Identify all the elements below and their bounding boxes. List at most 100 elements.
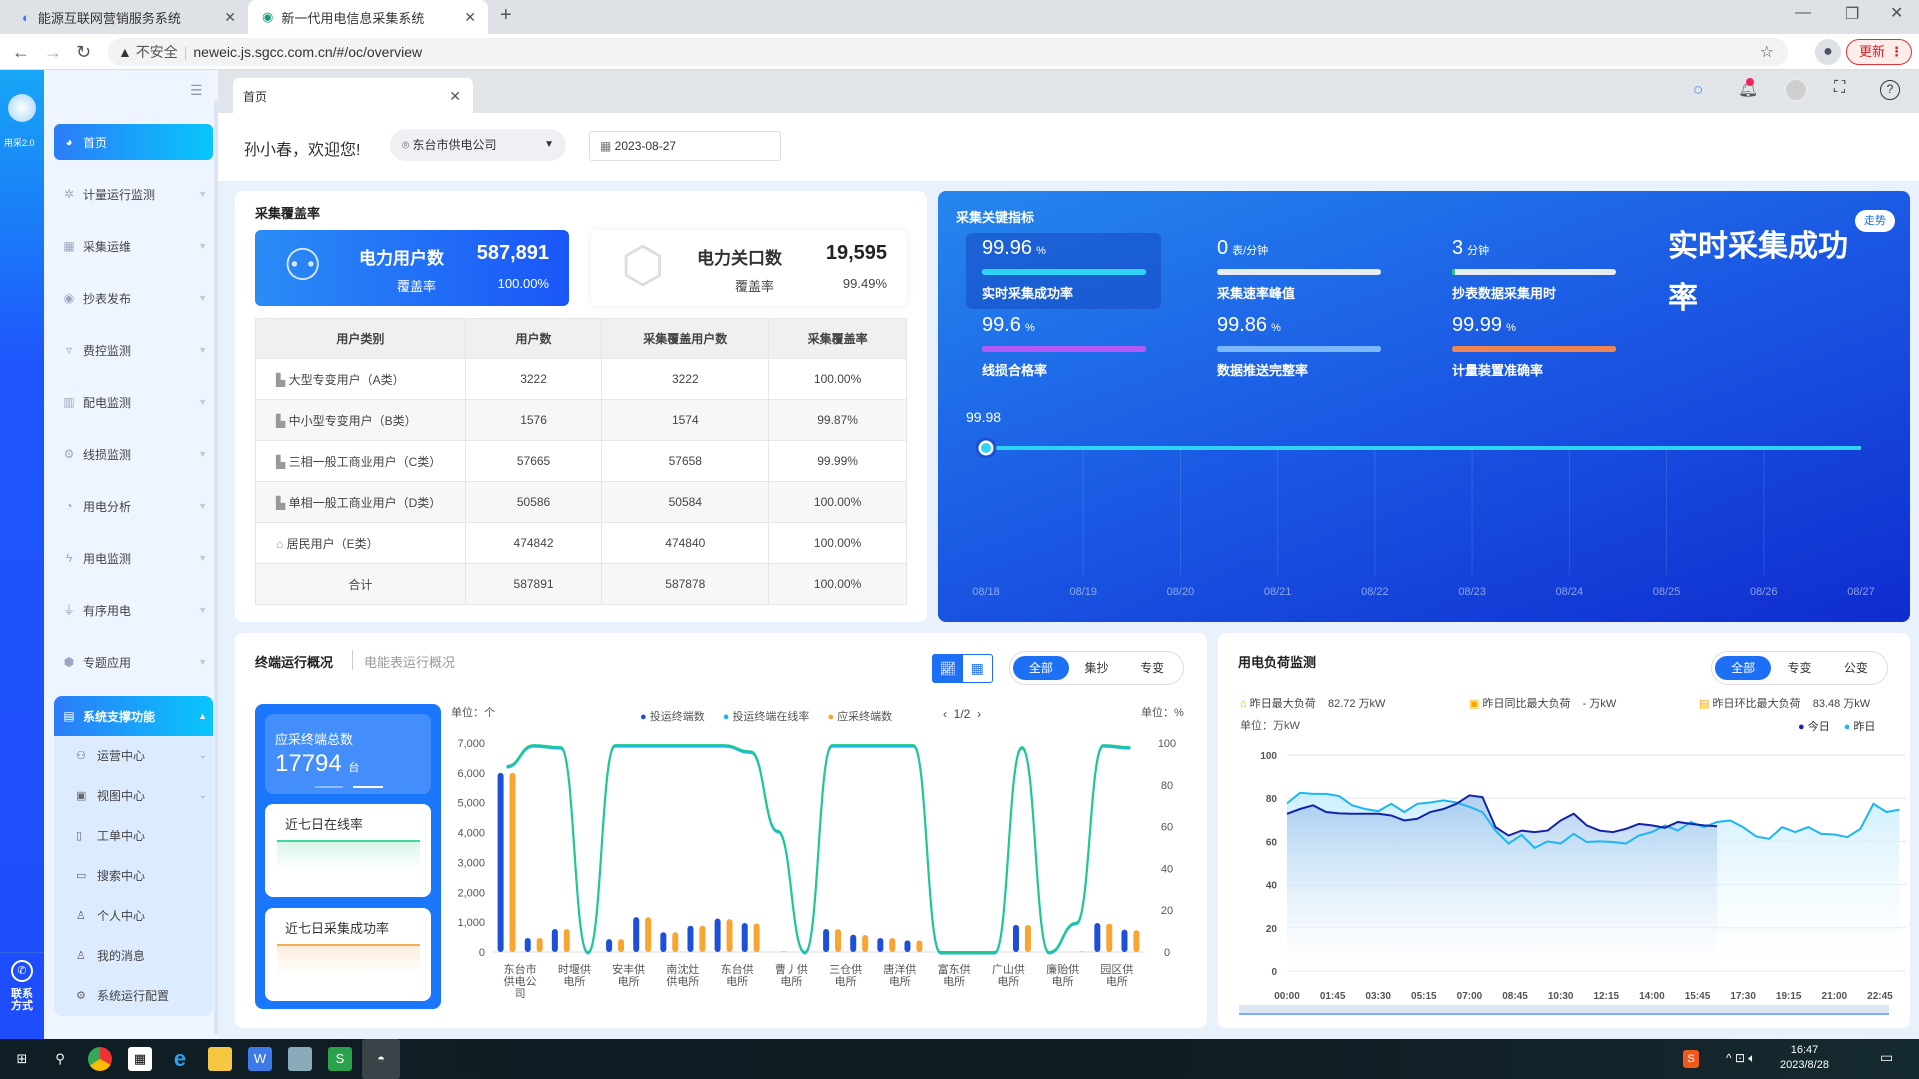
bar[interactable] — [714, 918, 721, 952]
trend-button[interactable]: 走势 — [1855, 210, 1895, 232]
bar[interactable] — [606, 939, 613, 952]
sidebar-item-home[interactable]: ◕ 首页 — [54, 124, 213, 160]
submenu-item-search[interactable]: ▭ 搜索中心 — [68, 860, 213, 890]
bell-icon[interactable]: 🔔︎ — [1738, 78, 1758, 99]
bar[interactable] — [850, 934, 857, 952]
bar[interactable] — [1121, 929, 1128, 952]
online-rate-line[interactable] — [506, 744, 1131, 954]
bar[interactable] — [618, 939, 625, 952]
close-page-tab-icon[interactable]: ✕ — [449, 88, 461, 104]
close-tab-icon[interactable]: ✕ — [464, 8, 476, 25]
bar[interactable] — [1106, 923, 1113, 952]
tab-meter-overview[interactable]: 电能表运行概况 — [364, 655, 456, 670]
bookmark-star-icon[interactable]: ☆ — [1759, 44, 1774, 61]
windows-start-icon[interactable]: ⊞ — [16, 1051, 28, 1066]
bar[interactable] — [633, 917, 640, 952]
new-tab-button[interactable]: + — [500, 4, 512, 26]
reload-icon[interactable]: ↻ — [76, 42, 92, 62]
sidebar-item-metering[interactable]: ✲ 计量运行监测 ▼ — [54, 176, 213, 212]
chart-view-icon[interactable]: 📈︎ — [933, 655, 963, 682]
submenu-item-personal[interactable]: ♙ 个人中心 — [68, 900, 213, 930]
legend-item[interactable]: ● 今日 — [1798, 721, 1830, 733]
restore-button[interactable]: ❐ — [1845, 6, 1860, 23]
bar[interactable] — [551, 929, 558, 952]
calculator-icon[interactable]: ▦ — [128, 1047, 152, 1071]
legend-item[interactable]: ● 昨日 — [1843, 721, 1876, 733]
ie-icon[interactable]: e — [173, 1046, 187, 1071]
bar[interactable] — [1024, 924, 1031, 952]
bar[interactable] — [1133, 930, 1140, 952]
spreadsheet-icon[interactable]: S — [328, 1047, 352, 1071]
bar[interactable] — [904, 940, 911, 952]
sidebar-item-distribution[interactable]: ▥ 配电监测 ▼ — [54, 384, 213, 420]
help-icon[interactable]: ? — [1880, 80, 1900, 100]
app-icon[interactable] — [288, 1047, 312, 1071]
sidebar-item-collection-ops[interactable]: ▦ 采集运维 ▼ — [54, 228, 213, 264]
legend-item[interactable]: ● 投运终端数 — [640, 711, 705, 723]
legend-item[interactable]: ● 投运终端在线率 — [722, 711, 810, 723]
filter-public[interactable]: 公变 — [1843, 661, 1868, 675]
minimize-button[interactable]: — — [1795, 4, 1811, 21]
tab-terminal-overview[interactable]: 终端运行概况 — [255, 655, 334, 670]
sidebar-item-orderly[interactable]: ⏚ 有序用电 ▼ — [54, 592, 213, 628]
close-window-button[interactable]: ✕ — [1890, 5, 1904, 22]
bar[interactable] — [1079, 951, 1086, 952]
bar[interactable] — [563, 929, 570, 952]
clock[interactable]: 16:47 2023/8/28 — [1780, 1044, 1829, 1071]
file-explorer-icon[interactable] — [208, 1047, 232, 1071]
filter-concentrator[interactable]: 集抄 — [1084, 661, 1109, 675]
sidebar-item-monitoring[interactable]: ϟ 用电监测 ▼ — [54, 540, 213, 576]
filter-special[interactable]: 专变 — [1140, 661, 1165, 675]
sidebar-item-fee-control[interactable]: ▿ 费控监测 ▼ — [54, 332, 213, 368]
submenu-item-config[interactable]: ⚙ 系统运行配置 — [68, 980, 213, 1010]
bar[interactable] — [889, 937, 896, 952]
submenu-item-messages[interactable]: ♙ 我的消息 — [68, 940, 213, 970]
search-icon[interactable]: ⚲ — [55, 1051, 65, 1066]
bar[interactable] — [509, 772, 516, 952]
bar[interactable] — [524, 937, 531, 952]
collapse-menu-icon[interactable]: ☰ — [190, 82, 203, 98]
tray-icons[interactable]: ^ ⊡ 🔈︎ — [1726, 1051, 1756, 1065]
bar[interactable] — [699, 925, 706, 952]
input-method-icon[interactable]: S — [1683, 1050, 1699, 1068]
avatar[interactable] — [1784, 78, 1808, 102]
org-select[interactable]: ⌾ 东台市供电公司 ▼ — [390, 129, 566, 161]
bar[interactable] — [877, 937, 884, 952]
sidebar-item-reading[interactable]: ◉ 抄表发布 ▼ — [54, 280, 213, 316]
forward-icon[interactable]: → — [44, 42, 62, 62]
sidebar-item-analysis[interactable]: ◔ 用电分析 ▼ — [54, 488, 213, 524]
close-tab-icon[interactable]: ✕ — [224, 8, 236, 25]
submenu-item-operations[interactable]: ⚇ 运营中心 ⌄ — [68, 740, 213, 770]
bar[interactable] — [780, 951, 787, 952]
today-line[interactable] — [1286, 794, 1718, 837]
carousel-dot[interactable] — [315, 786, 343, 788]
bar[interactable] — [753, 923, 760, 952]
filter-all[interactable]: 全部 — [1013, 656, 1069, 680]
chrome-icon[interactable] — [88, 1047, 112, 1071]
notification-center-icon[interactable]: ▭ — [1880, 1049, 1894, 1065]
bar[interactable] — [823, 929, 830, 952]
bar[interactable] — [916, 940, 923, 952]
phone-icon[interactable]: ✆ — [11, 960, 33, 982]
table-view-icon[interactable]: ▦ — [970, 660, 984, 676]
filter-special[interactable]: 专变 — [1787, 661, 1812, 675]
bar[interactable] — [726, 919, 733, 952]
bar[interactable] — [660, 932, 667, 952]
submenu-item-view[interactable]: ▣ 视图中心 ⌄ — [68, 780, 213, 810]
back-icon[interactable]: ← — [12, 42, 30, 62]
browser-tab[interactable]: ◐ 能源互联网营销服务系统 ✕ — [8, 0, 248, 34]
fullscreen-icon[interactable]: ⛶ — [1834, 79, 1846, 96]
prev-page-icon[interactable]: ‹ — [943, 707, 947, 721]
sidebar-scrollbar[interactable] — [214, 100, 218, 1035]
bar[interactable] — [741, 923, 748, 952]
sgcc-app-icon[interactable]: ◓ — [362, 1039, 400, 1079]
sidebar-item-system-support[interactable]: ▤ 系统支撑功能 ▲ — [54, 696, 213, 736]
bar[interactable] — [862, 934, 869, 952]
submenu-item-workorder[interactable]: ▯ 工单中心 — [68, 820, 213, 850]
zoom-slider[interactable] — [1239, 1005, 1889, 1015]
carousel-dot-active[interactable] — [353, 786, 383, 788]
next-page-icon[interactable]: › — [977, 707, 982, 721]
sidebar-item-line-loss[interactable]: ⚙ 线损监测 ▼ — [54, 436, 213, 472]
bar[interactable] — [1012, 924, 1019, 952]
update-button[interactable]: 更新 ⋮ — [1846, 39, 1912, 65]
